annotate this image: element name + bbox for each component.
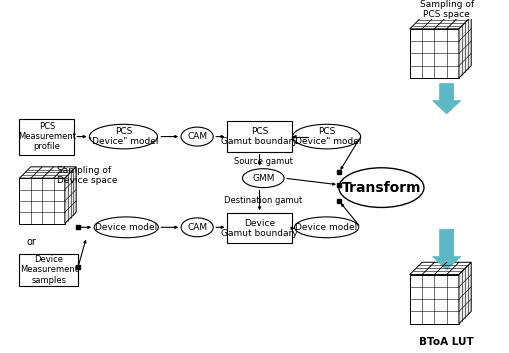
Ellipse shape xyxy=(295,217,359,238)
Ellipse shape xyxy=(181,218,213,237)
Text: Device
Measurement
samples: Device Measurement samples xyxy=(20,255,78,285)
Text: Device
Gamut boundary: Device Gamut boundary xyxy=(221,219,298,238)
Text: or: or xyxy=(27,238,37,247)
Text: Sampling of
Device space: Sampling of Device space xyxy=(58,166,118,185)
Text: Sampling of
PCS space: Sampling of PCS space xyxy=(419,0,474,19)
Polygon shape xyxy=(19,167,76,178)
Polygon shape xyxy=(19,178,65,223)
Text: Device model: Device model xyxy=(95,223,157,232)
Text: PCS
Measurement
profile: PCS Measurement profile xyxy=(18,122,76,151)
Text: Device model: Device model xyxy=(296,223,358,232)
FancyBboxPatch shape xyxy=(19,119,74,155)
Text: CAM: CAM xyxy=(187,223,207,232)
Polygon shape xyxy=(459,262,471,324)
Polygon shape xyxy=(410,17,471,29)
Text: Transform: Transform xyxy=(342,181,421,195)
FancyBboxPatch shape xyxy=(228,121,292,152)
Ellipse shape xyxy=(242,169,284,187)
Text: CAM: CAM xyxy=(187,132,207,141)
Polygon shape xyxy=(459,17,471,78)
Polygon shape xyxy=(410,262,471,275)
Ellipse shape xyxy=(293,124,361,149)
Text: PCS
Gamut boundary: PCS Gamut boundary xyxy=(221,127,298,146)
Polygon shape xyxy=(65,167,76,223)
Text: PCS
"Device" model: PCS "Device" model xyxy=(291,127,362,146)
Polygon shape xyxy=(410,275,459,324)
Ellipse shape xyxy=(90,124,157,149)
Text: PCS
"Device" model: PCS "Device" model xyxy=(88,127,159,146)
Ellipse shape xyxy=(339,168,424,208)
Text: BToA LUT: BToA LUT xyxy=(419,337,474,347)
Text: Destination gamut: Destination gamut xyxy=(224,196,302,205)
Ellipse shape xyxy=(181,127,213,146)
Polygon shape xyxy=(410,29,459,78)
Polygon shape xyxy=(433,229,461,270)
Text: Source gamut: Source gamut xyxy=(234,157,293,166)
FancyBboxPatch shape xyxy=(19,254,78,286)
FancyBboxPatch shape xyxy=(228,213,292,243)
Ellipse shape xyxy=(94,217,158,238)
Polygon shape xyxy=(433,84,461,114)
Text: GMM: GMM xyxy=(252,174,274,183)
